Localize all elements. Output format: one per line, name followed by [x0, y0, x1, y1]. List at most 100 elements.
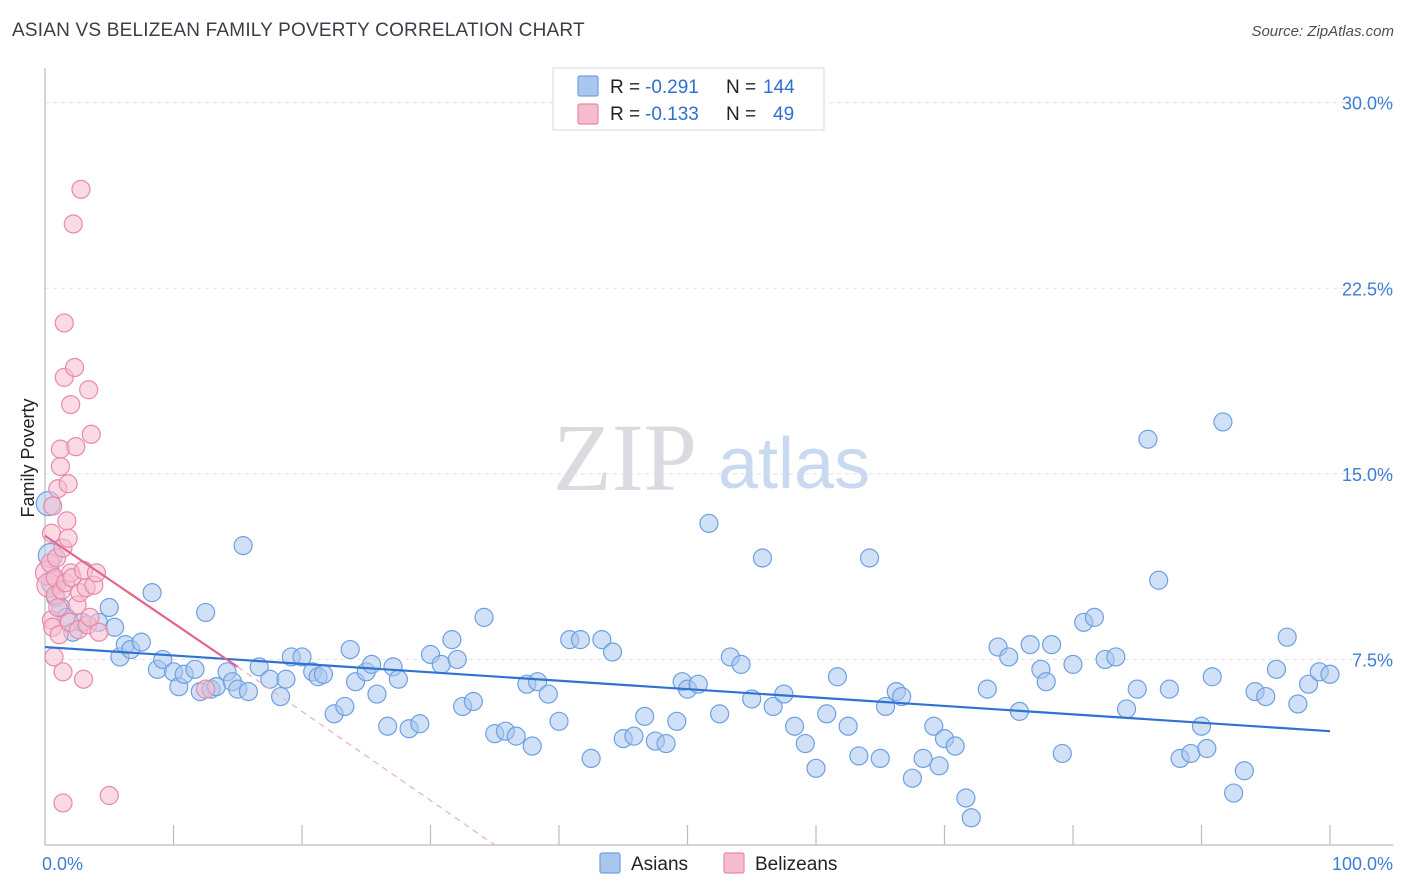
belizeans-point [53, 662, 73, 682]
axes [44, 68, 1393, 846]
bottom-legend: Asians Belizeans [599, 852, 837, 875]
watermark: ZIP atlas [553, 404, 870, 511]
grid-lines [45, 102, 1393, 660]
asians-point [1320, 664, 1340, 684]
asians-point [859, 548, 880, 568]
legend-r-value-belizeans: -0.133 [645, 104, 699, 125]
chart-title: ASIAN VS BELIZEAN FAMILY POVERTY CORRELA… [12, 20, 585, 41]
trend-lines [44, 534, 1331, 846]
asians-point [1298, 674, 1319, 694]
asians-point [185, 659, 205, 679]
asians-point [1256, 686, 1276, 707]
asians-point [849, 746, 869, 766]
asians-point [838, 716, 858, 736]
asians-point [1277, 627, 1297, 647]
bottom-legend-label-asians: Asians [631, 854, 688, 875]
asians-point [892, 686, 912, 707]
asians-point [1266, 659, 1287, 679]
asians-point [1116, 699, 1137, 719]
asians-point [581, 748, 601, 769]
asians-point [99, 597, 119, 618]
belizeans-point [99, 785, 119, 806]
bottom-legend-swatch-belizeans [723, 852, 745, 874]
asians-point [196, 602, 216, 623]
legend-swatch-belizeans [577, 103, 599, 125]
asians-point [667, 711, 687, 731]
asians-point [624, 726, 644, 746]
asians-point [913, 748, 933, 769]
asians-point [1213, 412, 1233, 432]
asians-point [1036, 672, 1056, 692]
belizeans-point [196, 679, 216, 699]
legend-r-value-asians: -0.291 [645, 77, 699, 98]
legend-r-label-belizeans: R = [610, 104, 640, 125]
asians-point [902, 768, 922, 788]
asians-point [1202, 667, 1222, 687]
watermark-zip: ZIP [553, 404, 697, 511]
belizeans-point [58, 528, 78, 548]
asians-point [602, 642, 623, 662]
belizeans-point [43, 496, 63, 516]
series-asians-points [35, 412, 1340, 828]
belizeans-point [64, 357, 85, 378]
legend-n-value-asians: 144 [763, 77, 795, 98]
asians-point [929, 756, 949, 776]
asians-point [474, 607, 494, 627]
asians-point [656, 733, 676, 754]
asians-point [817, 704, 837, 724]
watermark-atlas: atlas [718, 424, 870, 504]
asians-point [463, 691, 483, 712]
asians-point [335, 696, 355, 717]
belizeans-point [63, 214, 83, 234]
series-belizeans-points [34, 179, 216, 813]
legend-r-label-asians: R = [610, 77, 640, 98]
asians-point [1191, 716, 1212, 736]
belizeans-point [66, 437, 86, 457]
asians-point [1041, 634, 1062, 655]
asians-point [876, 696, 896, 717]
asians-point [447, 649, 467, 670]
asians-point [1224, 783, 1244, 803]
asians-trend-line [44, 645, 1331, 733]
y-tick-labels: 7.5% 15.0% 22.5% 30.0% [1342, 94, 1393, 671]
asians-point [570, 630, 591, 650]
belizeans-point [89, 622, 109, 642]
belizeans-point [80, 607, 100, 627]
belizeans-point [73, 669, 94, 689]
asians-point [1084, 607, 1105, 627]
asians-point [699, 513, 719, 533]
asians-point [945, 736, 965, 756]
asians-point [635, 706, 655, 726]
legend-n-label-asians: N = [726, 77, 756, 98]
asians-point [924, 716, 944, 736]
y-tick-label: 22.5% [1342, 279, 1393, 299]
asians-point [506, 726, 526, 746]
asians-point [522, 736, 542, 756]
belizeans-point [53, 793, 73, 813]
legend-n-label-belizeans: N = [726, 104, 756, 125]
asians-point [795, 733, 815, 754]
asians-point [238, 681, 259, 702]
chart-source: Source: ZipAtlas.com [1251, 23, 1394, 40]
asians-point [233, 536, 253, 556]
x-tick-labels: 0.0% 100.0% [42, 854, 1393, 874]
asians-point [1197, 738, 1217, 759]
asians-point [313, 664, 334, 684]
asians-point [362, 654, 382, 674]
asians-point [1234, 761, 1254, 781]
bottom-legend-swatch-asians [599, 852, 621, 874]
asians-point [367, 684, 387, 704]
asians-point [870, 748, 890, 769]
belizeans-trend-line [44, 534, 239, 668]
asians-point [538, 684, 558, 704]
asians-point [431, 654, 451, 674]
asians-point [1138, 429, 1158, 449]
bottom-legend-label-belizeans: Belizeans [755, 854, 837, 875]
belizeans-point [58, 474, 78, 494]
asians-point [999, 647, 1019, 667]
asians-point [549, 711, 569, 731]
belizeans-trend-extension [237, 666, 496, 846]
y-tick-label: 7.5% [1352, 650, 1393, 670]
asians-point [806, 758, 826, 778]
asians-point [410, 714, 430, 734]
